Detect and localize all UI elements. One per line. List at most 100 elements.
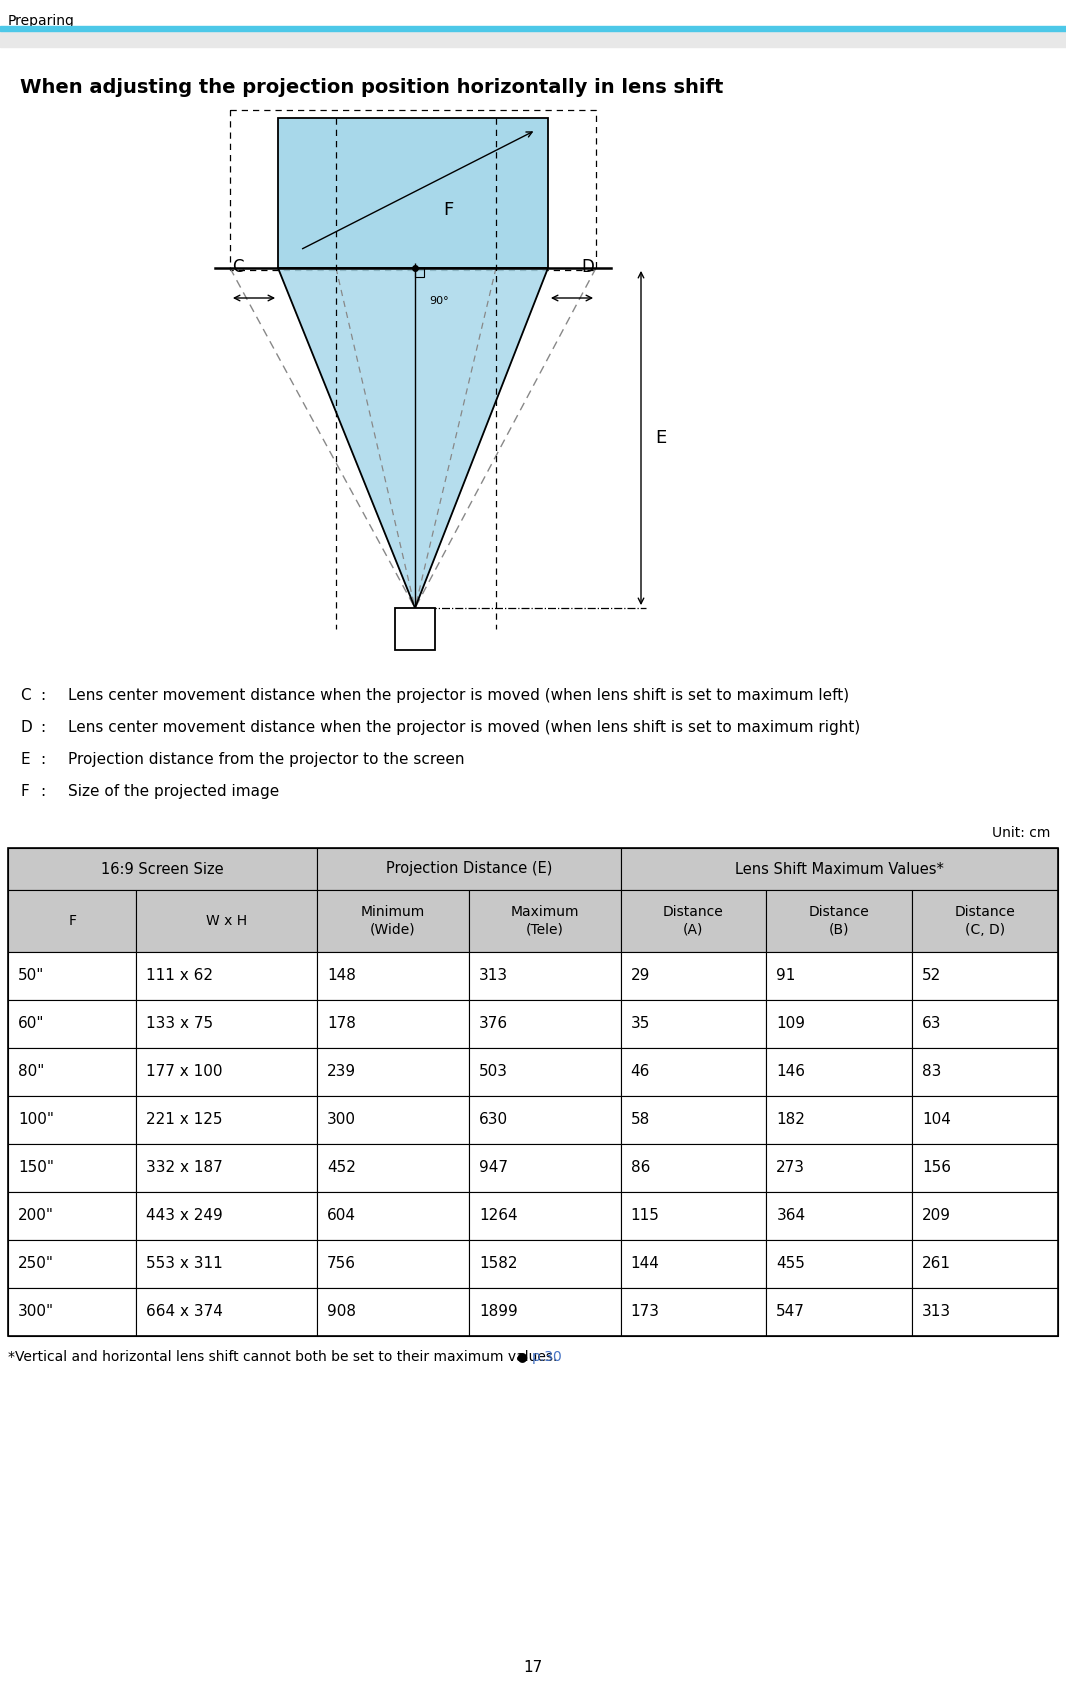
Bar (912, 1288, 1057, 1335)
Bar (912, 1049, 1057, 1096)
Text: Lens center movement distance when the projector is moved (when lens shift is se: Lens center movement distance when the p… (68, 688, 850, 703)
Bar (469, 1096, 620, 1145)
Text: 100": 100" (18, 1113, 54, 1128)
Bar (912, 890, 1057, 953)
Bar (766, 1145, 912, 1192)
Bar (230, 110, 596, 270)
Bar (9, 1288, 136, 1335)
Text: 300: 300 (327, 1113, 356, 1128)
Bar (318, 1288, 469, 1335)
Text: Distance
(A): Distance (A) (663, 905, 724, 937)
Text: W x H: W x H (206, 914, 247, 927)
Text: 178: 178 (327, 1017, 356, 1032)
Text: :: : (41, 688, 45, 703)
Text: 313: 313 (922, 1305, 951, 1320)
Text: D: D (20, 720, 32, 735)
Text: 16:9 Screen Size: 16:9 Screen Size (101, 862, 224, 877)
Bar (415, 268, 424, 277)
Bar (766, 1192, 912, 1239)
Bar (395, 609, 435, 651)
Bar (620, 1239, 766, 1288)
Bar (469, 1000, 620, 1049)
Bar (620, 890, 766, 953)
Text: F: F (68, 914, 76, 927)
Bar (766, 1239, 912, 1288)
Bar (136, 1145, 318, 1192)
Text: :: : (41, 752, 45, 767)
Bar (136, 1288, 318, 1335)
Bar (620, 1049, 766, 1096)
Text: 177 x 100: 177 x 100 (146, 1064, 223, 1079)
Bar (766, 953, 912, 1000)
Text: Distance
(C, D): Distance (C, D) (955, 905, 1016, 937)
Text: 50": 50" (18, 968, 45, 983)
Text: 221 x 125: 221 x 125 (146, 1113, 223, 1128)
Text: 35: 35 (630, 1017, 650, 1032)
Bar (620, 1096, 766, 1145)
Bar (318, 1239, 469, 1288)
Bar (620, 848, 1057, 890)
Text: C: C (20, 688, 31, 703)
Text: Size of the projected image: Size of the projected image (68, 784, 279, 799)
Bar (318, 848, 620, 890)
Text: :: : (41, 784, 45, 799)
Bar (136, 1049, 318, 1096)
Bar (620, 953, 766, 1000)
Bar (318, 1096, 469, 1145)
Bar (136, 1096, 318, 1145)
Text: 1582: 1582 (479, 1256, 517, 1271)
Bar (766, 1000, 912, 1049)
Bar (912, 1239, 1057, 1288)
Text: 250": 250" (18, 1256, 54, 1271)
Text: F: F (20, 784, 29, 799)
Bar (136, 1000, 318, 1049)
Text: 200": 200" (18, 1209, 54, 1224)
Text: C: C (232, 258, 243, 277)
Text: Projection Distance (E): Projection Distance (E) (386, 862, 552, 877)
Polygon shape (278, 268, 548, 609)
Text: 553 x 311: 553 x 311 (146, 1256, 223, 1271)
Bar (9, 848, 318, 890)
Text: 29: 29 (630, 968, 650, 983)
Text: 146: 146 (776, 1064, 805, 1079)
Bar (912, 1145, 1057, 1192)
Text: 332 x 187: 332 x 187 (146, 1160, 223, 1175)
Bar (469, 1192, 620, 1239)
Text: 261: 261 (922, 1256, 951, 1271)
Text: 17: 17 (523, 1661, 543, 1674)
Text: 133 x 75: 133 x 75 (146, 1017, 213, 1032)
Bar (318, 1000, 469, 1049)
Text: 300": 300" (18, 1305, 54, 1320)
Bar (9, 1096, 136, 1145)
Bar (469, 1049, 620, 1096)
Text: 1264: 1264 (479, 1209, 517, 1224)
Text: 52: 52 (922, 968, 941, 983)
Bar (0, 25, 1066, 30)
Text: 60": 60" (18, 1017, 45, 1032)
Text: 503: 503 (479, 1064, 507, 1079)
Bar (912, 1192, 1057, 1239)
Text: 313: 313 (479, 968, 508, 983)
Bar (318, 953, 469, 1000)
Text: 239: 239 (327, 1064, 356, 1079)
Text: 455: 455 (776, 1256, 805, 1271)
Bar (766, 890, 912, 953)
Text: 150": 150" (18, 1160, 54, 1175)
Text: Lens center movement distance when the projector is moved (when lens shift is se: Lens center movement distance when the p… (68, 720, 860, 735)
Bar (469, 1239, 620, 1288)
Text: When adjusting the projection position horizontally in lens shift: When adjusting the projection position h… (20, 78, 724, 98)
Text: Unit: cm: Unit: cm (991, 826, 1050, 840)
Bar (318, 1192, 469, 1239)
Bar (469, 953, 620, 1000)
Text: *Vertical and horizontal lens shift cannot both be set to their maximum values.: *Vertical and horizontal lens shift cann… (9, 1350, 558, 1364)
Text: 104: 104 (922, 1113, 951, 1128)
Text: Distance
(B): Distance (B) (809, 905, 870, 937)
Text: 111 x 62: 111 x 62 (146, 968, 213, 983)
Bar (318, 1049, 469, 1096)
Bar (9, 953, 136, 1000)
Text: D: D (581, 258, 594, 277)
Bar (620, 1145, 766, 1192)
Text: Minimum
(Wide): Minimum (Wide) (361, 905, 425, 937)
Text: 63: 63 (922, 1017, 941, 1032)
Text: 209: 209 (922, 1209, 951, 1224)
